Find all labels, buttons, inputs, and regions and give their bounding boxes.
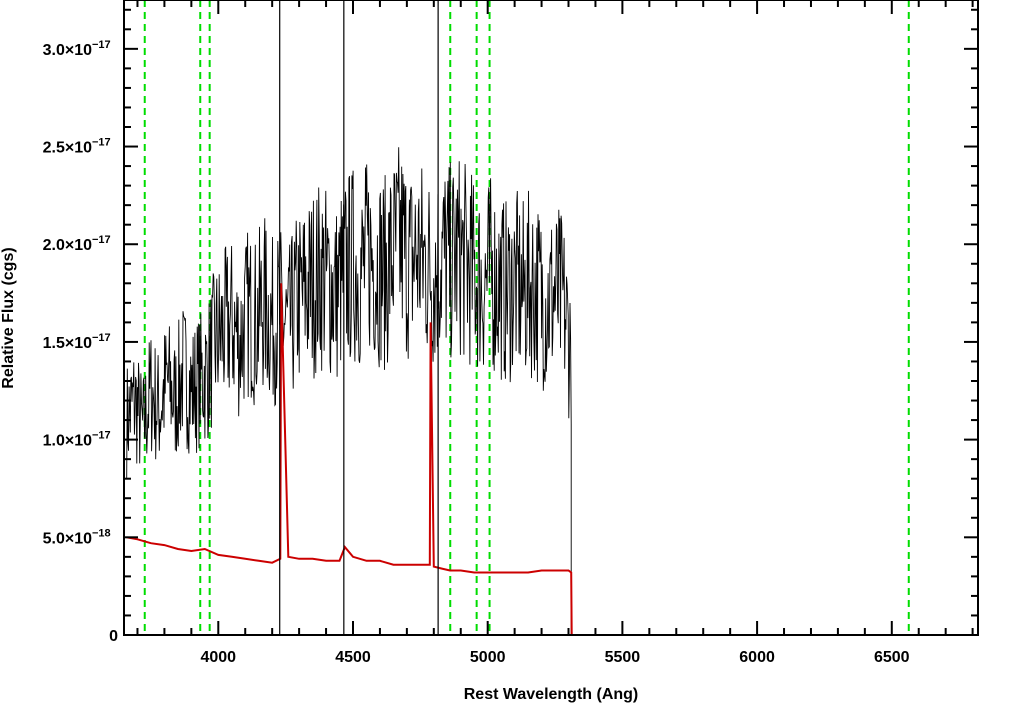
x-tick-label-5: 6500 (874, 649, 910, 666)
y-tick-exponent-2: −17 (92, 430, 111, 442)
y-tick-label-5: 2.5×10 (43, 140, 92, 157)
plot-frame (123, 0, 979, 636)
axis-ticks (124, 0, 978, 636)
plot-border (123, 0, 979, 636)
y-tick-label-3: 1.5×10 (43, 335, 92, 352)
y-axis-title: Relative Flux (cgs) (0, 247, 17, 388)
x-tick-label-0: 4000 (200, 649, 236, 666)
y-tick-label-4: 2.0×10 (43, 237, 92, 254)
y-tick-exponent-6: −17 (92, 39, 111, 51)
series-observed (126, 147, 572, 635)
y-tick-exponent-5: −17 (92, 137, 111, 149)
y-tick-label-2: 1.0×10 (43, 433, 92, 450)
y-tick-exponent-4: −17 (92, 234, 111, 246)
x-tick-label-1: 4500 (335, 649, 371, 666)
tick-labels: 4000 4500 5000 5500 6000 6500 0 5.0×10 −18 1.0×10… (43, 39, 910, 666)
y-tick-exponent-3: −17 (92, 332, 111, 344)
x-axis-title: Rest Wavelength (Ang) (464, 686, 639, 703)
y-tick-label-1: 5.0×10 (43, 530, 92, 547)
y-tick-label-0: 0 (109, 628, 118, 645)
x-tick-label-2: 5000 (470, 649, 506, 666)
y-tick-exponent-1: −18 (92, 527, 111, 539)
series-model (126, 283, 978, 635)
y-tick-label-6: 3.0×10 (43, 42, 92, 59)
x-tick-label-4: 6000 (739, 649, 775, 666)
x-tick-label-3: 5500 (605, 649, 641, 666)
series-group (126, 0, 978, 635)
line-markers (143, 0, 910, 635)
